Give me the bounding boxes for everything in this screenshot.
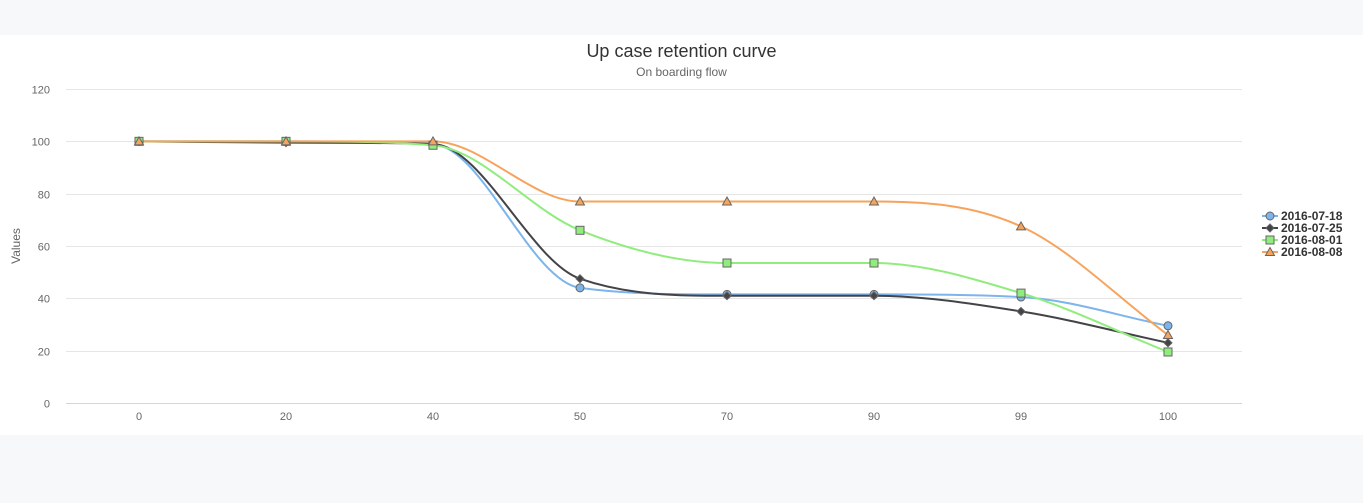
circle-legend-icon <box>1262 211 1278 221</box>
series-line[interactable] <box>138 140 1169 336</box>
triangle-marker-icon[interactable] <box>721 195 733 206</box>
markers-2016-07-18 <box>134 136 1173 331</box>
x-tick-label: 70 <box>721 411 733 423</box>
triangle-icon[interactable] <box>1264 246 1276 256</box>
y-tick-label: 20 <box>38 347 50 359</box>
square-legend-icon <box>1262 235 1278 245</box>
legend-label: 2016-07-18 <box>1281 209 1343 223</box>
triangle-marker-icon[interactable] <box>574 195 586 206</box>
series-line[interactable] <box>138 140 1169 344</box>
legend: 2016-07-18 2016-07-25 2016-08-01 2016-08-08 <box>1262 210 1342 258</box>
y-tick-label: 40 <box>38 294 50 306</box>
legend-item-2016-07-18[interactable]: 2016-07-18 <box>1262 210 1342 222</box>
triangle-marker-icon[interactable] <box>133 135 145 146</box>
circle-icon[interactable] <box>1265 211 1275 221</box>
legend-label: 2016-07-25 <box>1281 221 1343 235</box>
series-2016-07-25 <box>138 140 1169 344</box>
series-group <box>133 135 1174 357</box>
x-tick-label: 20 <box>280 411 292 423</box>
y-gridlines <box>66 89 1242 404</box>
markers-2016-07-25 <box>134 136 1173 348</box>
square-marker-icon[interactable] <box>1163 347 1173 357</box>
triangle-marker-icon[interactable] <box>1162 329 1174 339</box>
x-tick-label: 90 <box>868 411 880 423</box>
square-marker-icon[interactable] <box>869 258 879 268</box>
circle-marker-icon[interactable] <box>575 283 585 293</box>
chart-title: Up case retention curve <box>586 41 777 61</box>
square-icon[interactable] <box>1265 235 1275 245</box>
diamond-marker-icon[interactable] <box>1016 306 1026 317</box>
chart-subtitle: On boarding flow <box>636 65 727 79</box>
y-tick-label: 80 <box>38 190 50 202</box>
y-tick-label: 120 <box>32 85 50 97</box>
diamond-marker-icon[interactable] <box>1163 338 1173 348</box>
x-tick-label: 40 <box>427 411 439 423</box>
plot-area: 0 20 40 60 80 100 120 0 20 40 50 70 90 99 100 Values <box>9 85 1242 423</box>
y-axis-ticks: 0 20 40 60 80 100 120 <box>32 85 50 411</box>
diamond-marker-icon[interactable] <box>575 274 585 284</box>
y-tick-label: 60 <box>38 242 50 254</box>
diamond-marker-icon[interactable] <box>722 291 732 301</box>
diamond-marker-icon[interactable] <box>869 291 879 301</box>
triangle-legend-icon <box>1262 246 1278 256</box>
circle-marker-icon[interactable] <box>1163 321 1173 331</box>
diamond-legend-icon <box>1262 223 1278 233</box>
markers-2016-08-08 <box>133 135 1174 339</box>
triangle-marker-icon[interactable] <box>427 135 439 146</box>
chart-panel: Up case retention curve On boarding flow… <box>0 35 1363 435</box>
legend-label: 2016-08-08 <box>1281 245 1343 259</box>
triangle-marker-icon[interactable] <box>280 135 292 146</box>
y-tick-label: 100 <box>32 137 50 149</box>
x-axis-ticks: 0 20 40 50 70 90 99 100 <box>136 411 1177 423</box>
series-2016-08-08 <box>138 140 1169 336</box>
legend-item-2016-08-08[interactable]: 2016-08-08 <box>1262 246 1342 258</box>
square-marker-icon[interactable] <box>1016 288 1026 298</box>
legend-item-2016-08-01[interactable]: 2016-08-01 <box>1262 234 1342 246</box>
y-tick-label: 0 <box>44 399 50 411</box>
square-marker-icon[interactable] <box>575 225 585 235</box>
triangle-marker-icon[interactable] <box>868 195 880 206</box>
legend-label: 2016-08-01 <box>1281 233 1343 247</box>
x-tick-label: 100 <box>1159 411 1177 423</box>
x-tick-label: 50 <box>574 411 586 423</box>
y-axis-title: Values <box>9 228 23 264</box>
legend-item-2016-07-25[interactable]: 2016-07-25 <box>1262 222 1342 234</box>
x-tick-label: 0 <box>136 411 142 423</box>
x-tick-label: 99 <box>1015 411 1027 423</box>
square-marker-icon[interactable] <box>722 258 732 268</box>
triangle-marker-icon[interactable] <box>1015 220 1027 231</box>
diamond-icon[interactable] <box>1265 223 1275 233</box>
